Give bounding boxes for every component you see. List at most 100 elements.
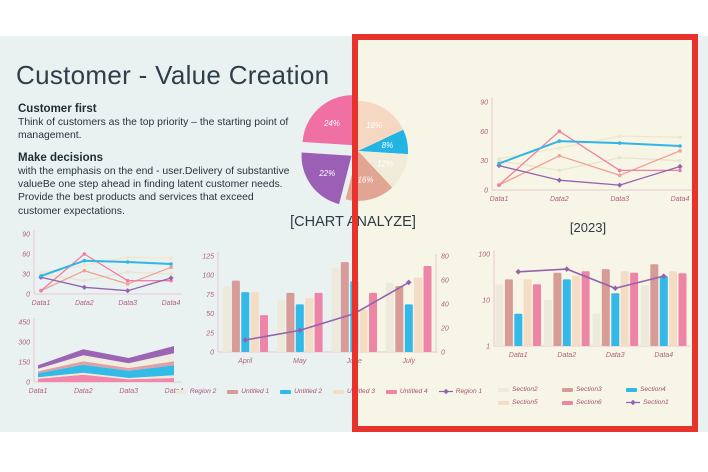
svg-text:July: July [402, 358, 416, 365]
legend-label: Region 1 [455, 388, 483, 395]
svg-text:June: June [346, 358, 362, 365]
svg-text:24%: 24% [323, 119, 340, 128]
legend-item: Section6 [562, 399, 626, 406]
text-block: Customer first Think of customers as the… [18, 103, 292, 227]
svg-text:Data2: Data2 [557, 352, 576, 359]
legend-label: Untitled 1 [241, 388, 270, 395]
legend-swatch-icon [498, 400, 509, 405]
bar-svg: 0 25 50 75 100 125 0 20 40 60 80 April May June July [202, 252, 449, 365]
legend-swatch-icon [175, 389, 187, 394]
svg-text:Data1: Data1 [29, 388, 48, 395]
legend-label: Section5 [512, 399, 538, 406]
legend-item: Section1 [626, 399, 690, 406]
legend-swatch-icon [227, 389, 239, 394]
svg-text:50: 50 [206, 311, 214, 318]
legend-label: Section1 [643, 399, 669, 406]
svg-text:Data4: Data4 [671, 196, 690, 203]
svg-text:90: 90 [480, 100, 488, 107]
legend-swatch-icon [385, 389, 397, 394]
svg-text:Data4: Data4 [654, 352, 673, 359]
line-svg: 0 30 60 90 Data1 Data2 Data3 Data4 [480, 98, 694, 203]
section-heading-make-decisions: Make decisions [18, 151, 104, 164]
svg-text:300: 300 [18, 340, 30, 347]
svg-text:Data3: Data3 [118, 300, 137, 307]
svg-text:125: 125 [202, 254, 214, 261]
legend-label: Untitled 2 [294, 388, 322, 395]
pie-chart: 18% 8% 12% 16% 22% 24% [296, 90, 424, 218]
bar-svg: 1 10 100 Data1 Data2 Data3 Data4 [478, 250, 690, 359]
pie-svg: 18% 8% 12% 16% 22% 24% [301, 95, 408, 205]
area-svg: 0 150 300 450 Data1 Data2 Data3 Data4 [18, 318, 184, 395]
legend-item: Region 1 [438, 388, 483, 395]
bar-chart-monthly: 0 25 50 75 100 125 0 20 40 60 80 April May June July [196, 250, 462, 372]
legend-item: Untitled 4 [385, 388, 428, 395]
svg-text:Data4: Data4 [162, 300, 181, 307]
svg-text:75: 75 [206, 292, 214, 299]
legend-label: Section4 [640, 386, 666, 393]
svg-text:Data2: Data2 [550, 196, 569, 203]
pie-chart-caption: [CHART ANALYZE] [290, 214, 416, 230]
legend-item: Section3 [562, 386, 626, 393]
page-title: Customer - Value Creation [16, 60, 330, 90]
svg-text:80: 80 [441, 254, 449, 261]
svg-text:40: 40 [441, 302, 449, 309]
section-body-make-decisions: with the emphasis on the end - user.Deli… [18, 165, 290, 217]
svg-text:100: 100 [202, 273, 214, 280]
svg-text:Data1: Data1 [32, 300, 51, 307]
legend-label: Section3 [576, 386, 602, 393]
svg-text:60: 60 [441, 278, 449, 285]
svg-text:8%: 8% [382, 141, 394, 150]
legend-swatch-icon [626, 387, 637, 392]
svg-text:Data1: Data1 [509, 352, 528, 359]
legend-item: Region 2 [175, 388, 217, 395]
legend-swatch-icon [562, 400, 573, 405]
legend-label: Untitled 4 [399, 388, 428, 395]
svg-text:Data3: Data3 [606, 352, 625, 359]
svg-text:0: 0 [210, 350, 214, 357]
legend-swatch-icon [498, 387, 509, 392]
legend-item: Section4 [626, 386, 690, 393]
svg-text:April: April [237, 358, 252, 365]
svg-text:25: 25 [205, 330, 214, 337]
legend-line-marker-icon [626, 399, 640, 406]
line-chart-2023: 0 30 60 90 Data1 Data2 Data3 Data4 [462, 92, 696, 210]
line-svg: 0 30 60 90 Data1 Data2 Data3 Data4 [22, 230, 182, 307]
svg-text:May: May [293, 358, 307, 365]
year-caption: [2023] [569, 220, 607, 235]
legend-swatch-icon [333, 389, 344, 394]
area-chart: 0 150 300 450 Data1 Data2 Data3 Data4 [8, 314, 184, 400]
svg-text:16%: 16% [357, 176, 373, 185]
line-chart-small: 0 30 60 90 Data1 Data2 Data3 Data4 [8, 226, 184, 312]
legend-swatch-icon [280, 389, 292, 394]
legend-item: Section2 [498, 386, 562, 393]
svg-text:1: 1 [486, 344, 490, 351]
legend-item: Untitled 2 [280, 388, 322, 395]
section-heading-customer-first: Customer first [18, 103, 97, 115]
svg-text:150: 150 [18, 360, 30, 367]
svg-text:60: 60 [480, 129, 488, 136]
highlight-fill [352, 34, 698, 432]
svg-text:100: 100 [478, 252, 490, 259]
legend-label: Section2 [512, 386, 538, 393]
section-body-customer-first: Think of customers as the top priority –… [18, 117, 289, 142]
legend-sections: Section2 Section3 Section4 Section5 Section6… [498, 386, 690, 406]
svg-text:Data3: Data3 [119, 388, 138, 395]
legend-item: Untitled 3 [333, 388, 375, 395]
svg-text:Data2: Data2 [74, 388, 93, 395]
svg-text:Data3: Data3 [610, 196, 629, 203]
svg-text:0: 0 [441, 350, 445, 357]
svg-text:0: 0 [484, 188, 488, 195]
svg-text:450: 450 [18, 320, 30, 327]
legend-label: Region 2 [189, 388, 217, 395]
svg-text:12%: 12% [377, 159, 393, 168]
legend-swatch-icon [562, 387, 573, 392]
legend-line-marker-icon [438, 388, 453, 395]
legend-label: Untitled 3 [347, 388, 375, 395]
svg-text:20: 20 [440, 326, 449, 333]
svg-text:Data4: Data4 [165, 388, 184, 395]
legend-monthly: Region 2 Untitled 1 Untitled 2 Untitled 3 Un… [175, 388, 482, 395]
svg-text:30: 30 [480, 158, 488, 165]
bar-chart-sections: 1 10 100 Data1 Data2 Data3 Data4 [466, 246, 698, 364]
legend-item: Section5 [498, 399, 562, 406]
